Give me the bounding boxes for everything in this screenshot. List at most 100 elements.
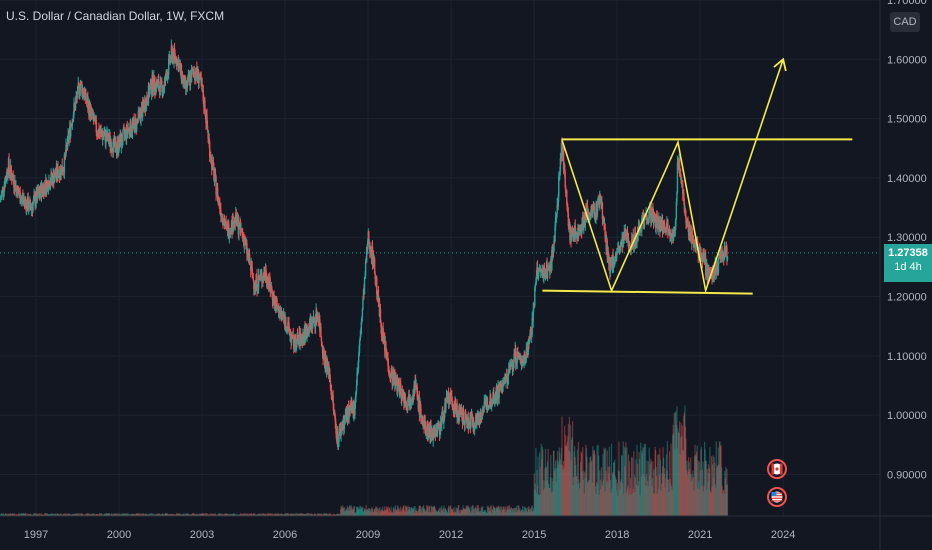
volume-bar <box>117 513 119 516</box>
volume-bar <box>557 451 559 516</box>
volume-bar <box>464 508 466 516</box>
volume-bar <box>91 514 94 516</box>
volume-bar <box>638 481 640 516</box>
volume-bar <box>496 506 498 516</box>
time-axis[interactable]: 1997 2000 2003 2006 2009 2012 2015 2018 2021 2024 <box>0 515 932 541</box>
volume-bar <box>427 505 429 516</box>
candle-body <box>422 421 424 425</box>
volume-bar <box>91 513 93 516</box>
volume-bar <box>591 460 593 516</box>
candle-body <box>5 178 7 180</box>
volume-bar <box>69 514 71 516</box>
volume-bar <box>8 514 10 516</box>
volume-bar <box>363 507 365 516</box>
candle-body <box>385 341 387 353</box>
candle-body <box>704 256 707 275</box>
volume-bar <box>391 512 393 516</box>
volume-bar <box>213 514 215 516</box>
volume-bar <box>443 505 445 516</box>
event-markers[interactable] <box>767 459 787 507</box>
volume-bar <box>344 507 346 516</box>
volume-bar <box>441 510 443 516</box>
volume-bar <box>475 506 477 516</box>
volume-bar <box>436 511 439 516</box>
volume-bar <box>337 513 339 516</box>
candle-body <box>103 133 106 136</box>
candle-body <box>369 242 371 253</box>
volume-bar <box>664 468 666 516</box>
volume-bar <box>31 514 33 516</box>
volume-bar <box>702 491 705 516</box>
candle-body <box>206 125 209 131</box>
volume-bar <box>673 433 675 516</box>
volume-bar <box>437 510 440 516</box>
candle-body <box>111 148 113 152</box>
volume-bar <box>489 511 491 516</box>
candle-body <box>477 414 480 420</box>
volume-bar <box>431 511 433 516</box>
last-price-value: 1.27358 <box>888 247 928 259</box>
candle-body <box>584 208 587 225</box>
candle-body <box>468 424 470 429</box>
candle-body <box>324 356 327 363</box>
candle-body <box>78 84 80 94</box>
candle-body <box>645 213 648 219</box>
volume-bar <box>115 513 118 516</box>
volume-bar <box>278 513 280 516</box>
volume-bar <box>348 507 350 516</box>
candle-body <box>534 287 536 306</box>
volume-bar <box>332 514 334 516</box>
volume-bar <box>357 507 359 516</box>
volume-bar <box>156 514 159 516</box>
volume-bar <box>18 513 20 516</box>
volume-bar <box>529 508 532 516</box>
volume-bar <box>210 513 212 516</box>
candle-body <box>256 275 258 290</box>
volume-bar <box>525 508 527 516</box>
volume-bar <box>353 505 356 516</box>
volume-bar <box>342 505 344 516</box>
volume-bar <box>146 514 149 516</box>
volume-bar <box>573 476 575 516</box>
volume-bar <box>723 494 725 516</box>
volume-bar <box>308 513 310 516</box>
volume-bar <box>66 514 69 516</box>
volume-bar <box>447 508 449 516</box>
volume-bar <box>445 509 447 516</box>
candle-body <box>103 135 105 137</box>
volume-bar <box>261 513 263 516</box>
volume-bar <box>178 513 180 516</box>
volume-bar <box>203 514 205 516</box>
volume-bar <box>384 510 386 516</box>
candle-body <box>110 143 112 152</box>
volume-bar <box>439 507 441 516</box>
candle-body <box>434 429 436 436</box>
volume-bar <box>470 512 472 516</box>
candle-body <box>180 64 183 81</box>
currency-label[interactable]: CAD <box>890 12 920 32</box>
volume-bar <box>14 514 17 516</box>
volume-bar <box>278 514 280 516</box>
volume-bar <box>269 514 271 516</box>
candle-body <box>395 377 397 380</box>
volume-bar <box>668 451 671 516</box>
volume-bar <box>547 461 549 516</box>
candle-body <box>367 240 369 250</box>
volume-bar <box>381 509 383 516</box>
volume-bar <box>556 459 558 516</box>
candle-body <box>600 198 603 206</box>
candle-body <box>726 256 729 260</box>
volume-bar <box>393 512 395 516</box>
candle-body <box>15 185 18 189</box>
price-axis[interactable]: 0.900001.000001.100001.200001.300001.400… <box>879 0 927 550</box>
volume-bar <box>95 514 97 516</box>
volume-bar <box>663 474 665 516</box>
volume-bar <box>598 495 600 516</box>
drawing-layer[interactable] <box>542 57 853 295</box>
volume-bar <box>565 445 567 516</box>
volume-bar <box>334 514 336 516</box>
volume-bar <box>631 457 633 516</box>
candle-body <box>557 196 559 207</box>
candle-body <box>725 246 727 251</box>
